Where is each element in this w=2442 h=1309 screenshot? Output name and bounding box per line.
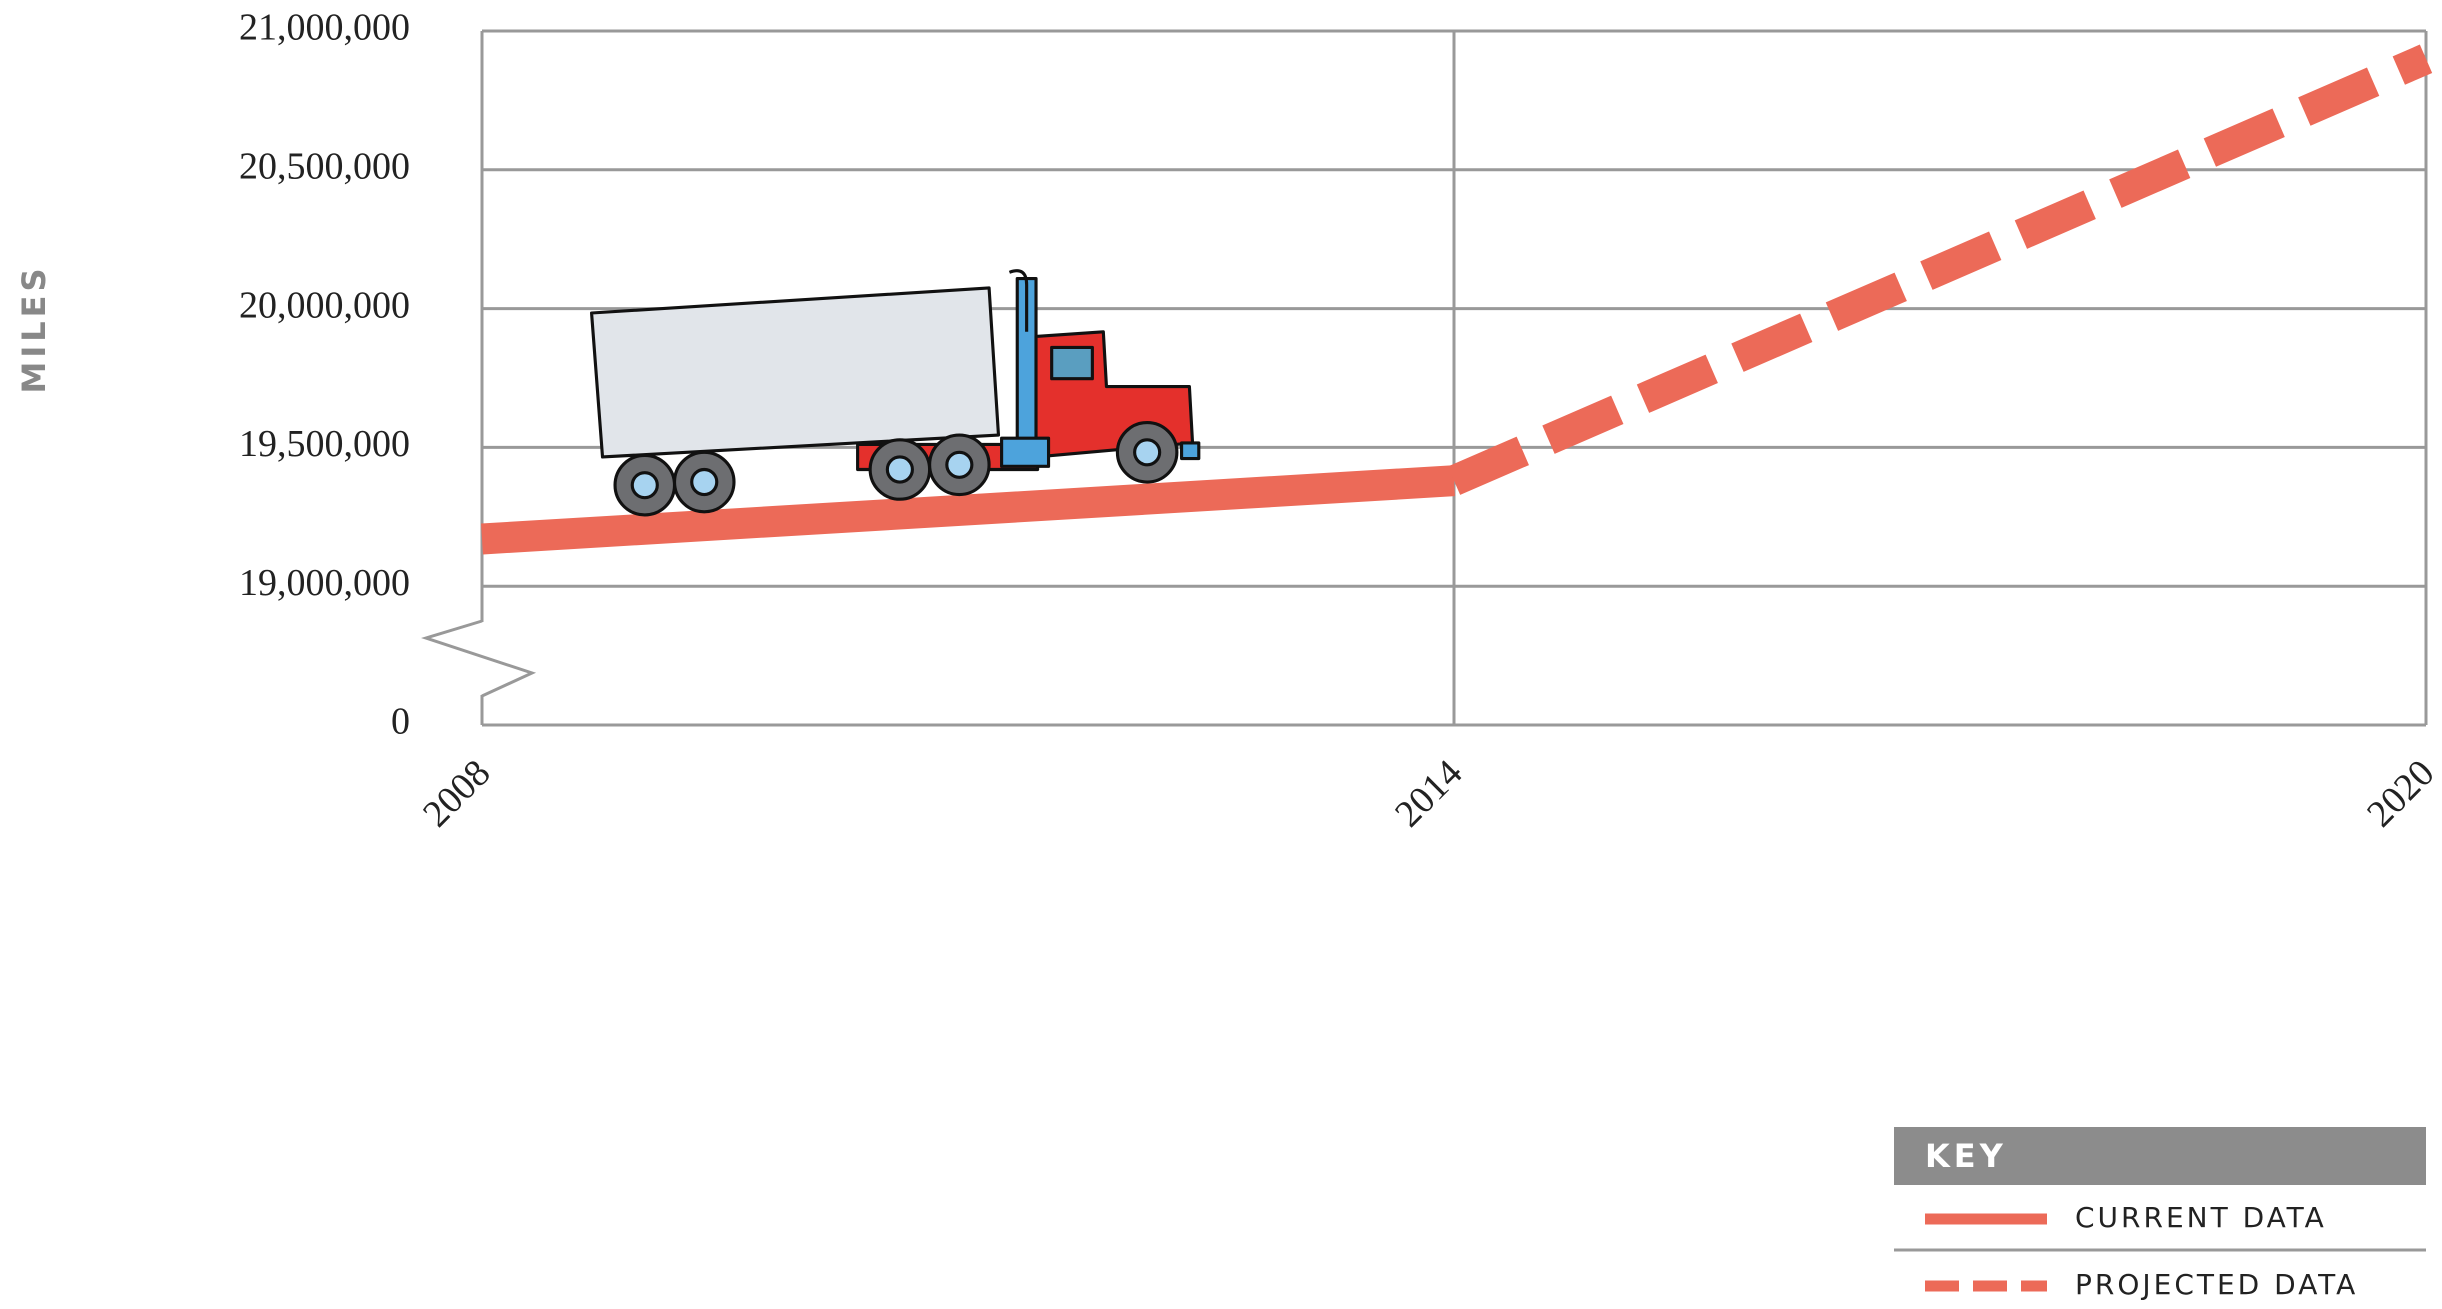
legend-title: KEY	[1925, 1137, 2007, 1175]
legend-label: PROJECTED DATA	[2075, 1268, 2358, 1301]
y-tick-label: 20,500,000	[239, 146, 410, 188]
x-tick-label: 2014	[1387, 752, 1470, 835]
y-tick-label: 19,500,000	[239, 423, 410, 465]
series	[481, 44, 2433, 555]
axis-break	[421, 619, 537, 698]
y-axis-label: MILES	[15, 264, 53, 393]
x-tick-label: 2008	[415, 752, 498, 835]
legend-header	[1894, 1127, 2426, 1185]
break-zigzag	[421, 619, 537, 698]
line	[481, 465, 1455, 555]
grid: 0 19,000,000 19,500,000 20,000,000 20,500,00…	[239, 7, 2442, 836]
y-tick-label: 21,000,000	[239, 7, 410, 49]
y-tick-label: 0	[391, 701, 410, 743]
y-tick-label: 20,000,000	[239, 284, 410, 326]
x-tick-label: 2020	[2359, 752, 2442, 835]
line	[1447, 44, 2433, 495]
y-tick-label: 19,000,000	[239, 562, 410, 604]
legend: CURRENT DATA PROJECTED DATA	[1925, 1201, 2358, 1301]
truck-illustration	[590, 269, 1201, 517]
legend-label: CURRENT DATA	[2075, 1201, 2327, 1234]
break-cover	[474, 622, 490, 695]
